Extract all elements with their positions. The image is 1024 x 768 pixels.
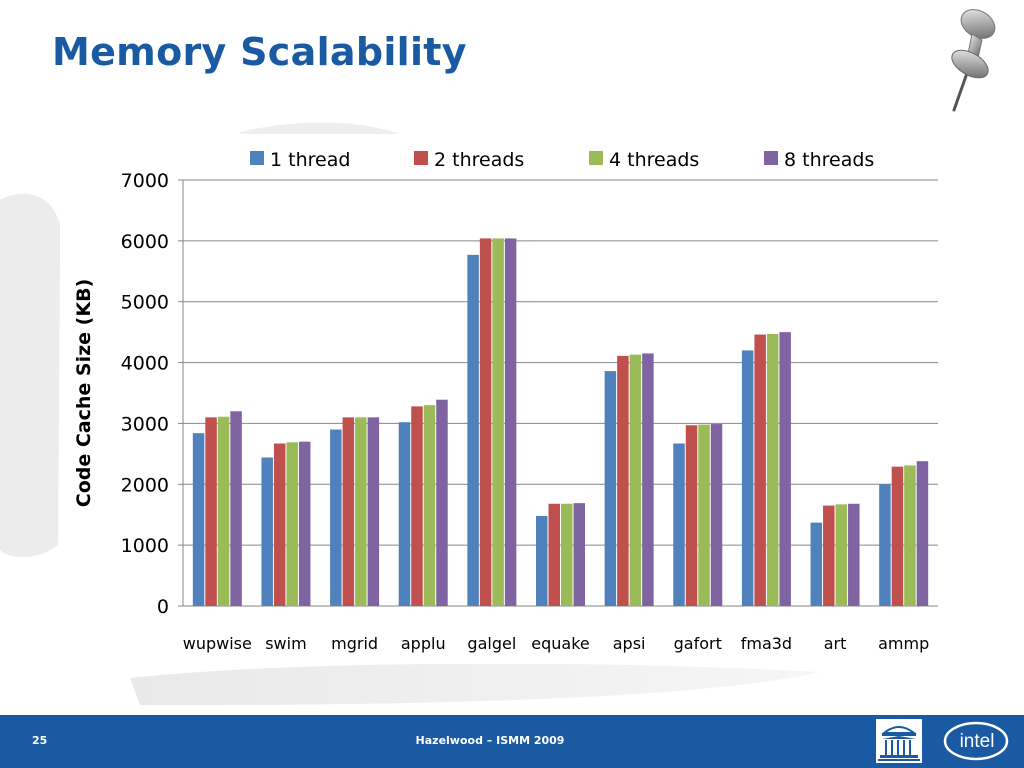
legend-label: 1 thread	[270, 149, 350, 171]
x-tick-label: applu	[401, 634, 446, 653]
bar-galgel-series-3	[492, 238, 504, 606]
bar-equake-series-1	[536, 515, 548, 606]
intel-logo: intel	[943, 721, 1009, 761]
x-tick-label: apsi	[613, 634, 646, 653]
x-tick-label: fma3d	[741, 634, 792, 653]
y-tick-label: 6000	[121, 231, 169, 253]
slide-title: Memory Scalability	[52, 30, 467, 74]
intel-logo-text: intel	[960, 731, 995, 752]
x-tick-label: mgrid	[331, 634, 378, 653]
bar-fma3d-series-2	[754, 334, 766, 606]
bar-swim-series-2	[273, 443, 286, 606]
bar-apsi-series-2	[617, 355, 629, 606]
x-tick-label: wupwise	[183, 634, 252, 653]
legend-swatch	[764, 151, 778, 165]
bar-fma3d-series-1	[741, 350, 754, 606]
bar-art-series-4	[848, 503, 860, 606]
bar-ammp-series-4	[916, 461, 929, 606]
bar-equake-series-2	[548, 503, 560, 606]
footer-bar: 25 Hazelwood – ISMM 2009	[0, 715, 1024, 768]
bar-equake-series-4	[573, 503, 585, 606]
bar-applu-series-2	[411, 406, 423, 606]
bar-mgrid-series-2	[342, 417, 355, 606]
bar-wupwise-series-2	[205, 417, 217, 606]
footer-text: Hazelwood – ISMM 2009	[415, 734, 565, 747]
bar-mgrid-series-4	[367, 417, 380, 606]
bar-galgel-series-1	[467, 254, 479, 606]
x-tick-label: gafort	[674, 634, 722, 653]
bar-applu-series-3	[423, 405, 436, 606]
x-tick-label: art	[824, 634, 847, 653]
legend-label: 2 threads	[434, 149, 524, 171]
bar-mgrid-series-1	[330, 429, 342, 606]
bar-apsi-series-1	[604, 371, 617, 606]
uva-rotunda-logo	[876, 719, 922, 763]
bar-gafort-series-1	[673, 443, 685, 606]
x-tick-label: ammp	[878, 634, 929, 653]
bar-wupwise-series-1	[192, 433, 205, 606]
bar-applu-series-1	[398, 422, 411, 606]
y-tick-label: 5000	[121, 292, 169, 314]
bar-art-series-1	[810, 522, 823, 606]
legend-swatch	[414, 151, 428, 165]
bar-wupwise-series-4	[230, 411, 242, 606]
bar-ammp-series-3	[904, 465, 916, 606]
x-tick-label: equake	[531, 634, 589, 653]
bar-ammp-series-1	[879, 484, 891, 606]
bar-applu-series-4	[436, 399, 448, 606]
x-tick-label: galgel	[467, 634, 516, 653]
background-swoosh	[0, 122, 820, 706]
pushpin-icon	[951, 9, 996, 112]
y-tick-label: 7000	[121, 170, 169, 192]
legend-swatch	[589, 151, 603, 165]
bar-art-series-2	[823, 505, 835, 606]
y-tick-label: 2000	[121, 474, 169, 496]
bar-apsi-series-4	[642, 353, 654, 606]
bar-gafort-series-2	[685, 425, 698, 606]
bar-fma3d-series-3	[766, 333, 779, 606]
y-tick-label: 3000	[121, 413, 169, 435]
bar-ammp-series-2	[891, 466, 904, 606]
bar-galgel-series-4	[504, 238, 517, 606]
y-tick-label: 1000	[121, 535, 169, 557]
bar-art-series-3	[835, 504, 848, 606]
bar-wupwise-series-3	[217, 416, 230, 606]
bar-apsi-series-3	[629, 354, 642, 606]
bar-swim-series-4	[298, 441, 311, 606]
y-tick-label: 4000	[121, 353, 169, 375]
x-tick-label: swim	[265, 634, 306, 653]
bar-swim-series-1	[261, 457, 273, 606]
bar-chart: 0 1000 2000 3000 4000 5000 6000 7000 Code Cache …	[73, 149, 938, 653]
legend-label: 4 threads	[609, 149, 699, 171]
legend-label: 8 threads	[784, 149, 874, 171]
bar-swim-series-3	[286, 442, 298, 606]
bar-fma3d-series-4	[779, 332, 791, 606]
bar-gafort-series-3	[698, 424, 710, 606]
bar-galgel-series-2	[479, 238, 492, 606]
bar-gafort-series-4	[710, 424, 723, 606]
legend-swatch	[250, 151, 264, 165]
page-number: 25	[32, 734, 48, 747]
y-axis-label: Code Cache Size (KB)	[73, 279, 95, 507]
bar-equake-series-3	[561, 503, 573, 606]
y-tick-label: 0	[157, 596, 169, 618]
bar-mgrid-series-3	[355, 417, 367, 606]
